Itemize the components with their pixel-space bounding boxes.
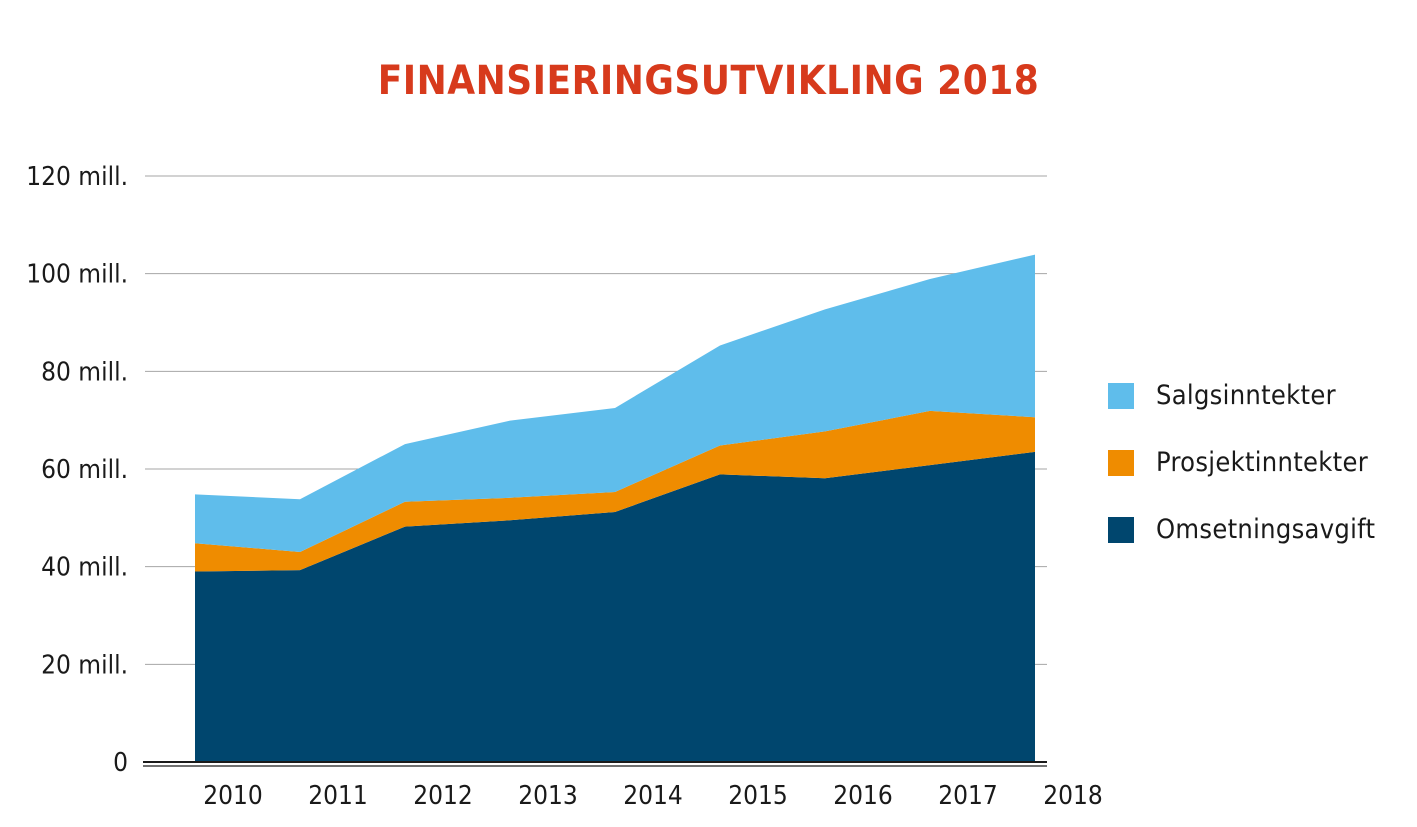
x-tick-label: 2011 [308, 781, 368, 811]
y-tick-label: 80 mill. [41, 357, 128, 387]
x-tick-label: 2018 [1043, 781, 1103, 811]
area-series-omsetningsavgift [195, 451, 1035, 762]
legend-label: Omsetningsavgift [1156, 514, 1376, 545]
area-series-layer [195, 254, 1035, 762]
legend-item-omsetningsavgift: Omsetningsavgift [1108, 496, 1375, 563]
y-tick-labels: 0 20 mill. 40 mill. 60 mill. 80 mill. 100 mil… [26, 162, 128, 778]
x-tick-label: 2013 [518, 781, 578, 811]
x-axis [143, 761, 1047, 767]
x-tick-label: 2015 [728, 781, 788, 811]
x-tick-label: 2017 [938, 781, 998, 811]
y-tick-label: 120 mill. [26, 162, 128, 192]
legend-item-prosjektinntekter: Prosjektinntekter [1108, 429, 1375, 496]
x-tick-labels: 2010 2011 2012 2013 2014 2015 2016 2017 2018 [203, 781, 1103, 811]
x-tick-label: 2016 [833, 781, 893, 811]
legend-item-salgsinntekter: Salgsinntekter [1108, 362, 1375, 429]
area-series-salgsinntekter [195, 254, 1035, 553]
legend-label: Prosjektinntekter [1156, 447, 1368, 478]
y-tick-label: 0 [113, 748, 128, 778]
legend: Salgsinntekter Prosjektinntekter Omsetni… [1108, 362, 1375, 563]
y-tick-label: 100 mill. [26, 260, 128, 290]
x-tick-label: 2010 [203, 781, 263, 811]
x-tick-label: 2012 [413, 781, 473, 811]
legend-swatch-salgsinntekter [1108, 382, 1134, 409]
area-series-prosjektinntekter [195, 410, 1035, 572]
legend-swatch-prosjektinntekter [1108, 449, 1134, 476]
y-tick-label: 20 mill. [41, 650, 128, 680]
y-tick-label: 60 mill. [41, 455, 128, 485]
legend-label: Salgsinntekter [1156, 380, 1336, 411]
y-tick-label: 40 mill. [41, 553, 128, 583]
legend-swatch-omsetningsavgift [1108, 516, 1134, 543]
x-tick-label: 2014 [623, 781, 683, 811]
chart-title: FINANSIERINGSUTVIKLING 2018 [377, 58, 1040, 104]
